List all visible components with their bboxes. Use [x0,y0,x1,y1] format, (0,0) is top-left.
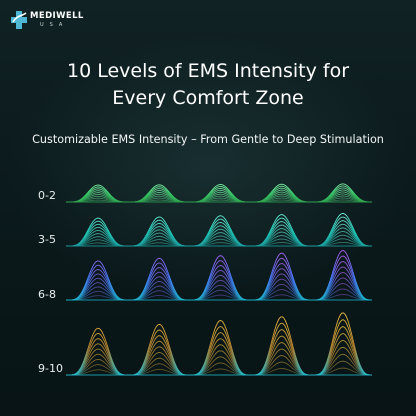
level-label-6-8: 6-8 [38,288,56,301]
wave-line [66,213,373,247]
level-label-9-10: 9-10 [38,362,63,375]
wave-band-6-8 [66,250,373,301]
level-label-0-2: 0-2 [38,189,56,202]
page-subtitle: Customizable EMS Intensity – From Gentle… [32,133,384,146]
wave-band-3-5 [66,213,373,247]
brand-logo: MEDIWELL USA [10,8,83,36]
medical-cross-logo-icon [11,11,27,29]
wave-line [66,183,373,203]
page-title: 10 Levels of EMS Intensity for Every Com… [0,58,416,112]
page-title-line-1: 10 Levels of EMS Intensity for [66,60,350,82]
brand-subname: USA [40,22,69,28]
wave-band-9-10 [66,312,373,376]
level-label-3-5: 3-5 [38,233,56,246]
page-title-line-2: Every Comfort Zone [112,87,304,109]
brand-name: MEDIWELL [30,11,84,21]
wave-band-0-2 [66,183,373,203]
wave-line [66,312,373,376]
wave-line [66,250,373,301]
